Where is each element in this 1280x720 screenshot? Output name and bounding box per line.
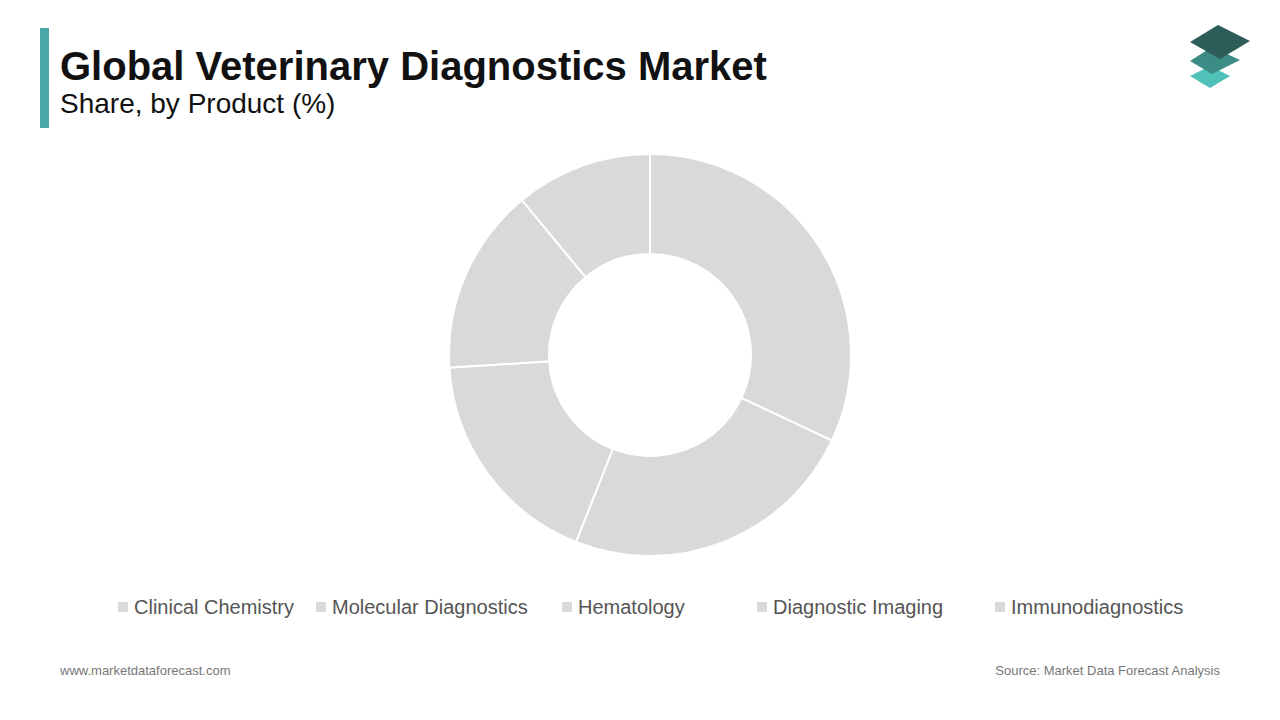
- title-accent: [40, 28, 49, 128]
- slice: [576, 398, 832, 556]
- subtitle: Share, by Product (%): [60, 88, 335, 119]
- legend-swatch: [316, 602, 326, 612]
- legend-label: Immunodiagnostics: [1011, 596, 1183, 618]
- slice: [449, 361, 612, 542]
- slice: [522, 154, 650, 277]
- legend-swatch: [118, 602, 128, 612]
- legend: Clinical Chemistry Molecular Diagnostics H…: [118, 596, 1183, 618]
- logo-layer: [1190, 25, 1250, 59]
- slice: [650, 154, 851, 441]
- legend-label: Diagnostic Imaging: [773, 596, 943, 618]
- slices: [449, 154, 851, 556]
- legend-label: Molecular Diagnostics: [332, 596, 528, 618]
- website: www.marketdataforecast.com: [59, 663, 231, 678]
- chart: Global Veterinary Diagnostics MarketShar…: [0, 0, 1280, 720]
- legend-swatch: [562, 602, 572, 612]
- logo: [1190, 25, 1250, 88]
- legend-label: Clinical Chemistry: [134, 596, 294, 618]
- title: Global Veterinary Diagnostics Market: [60, 44, 767, 88]
- legend-swatch: [995, 602, 1005, 612]
- legend-label: Hematology: [578, 596, 685, 618]
- legend-swatch: [757, 602, 767, 612]
- source: Source: Market Data Forecast Analysis: [995, 663, 1220, 678]
